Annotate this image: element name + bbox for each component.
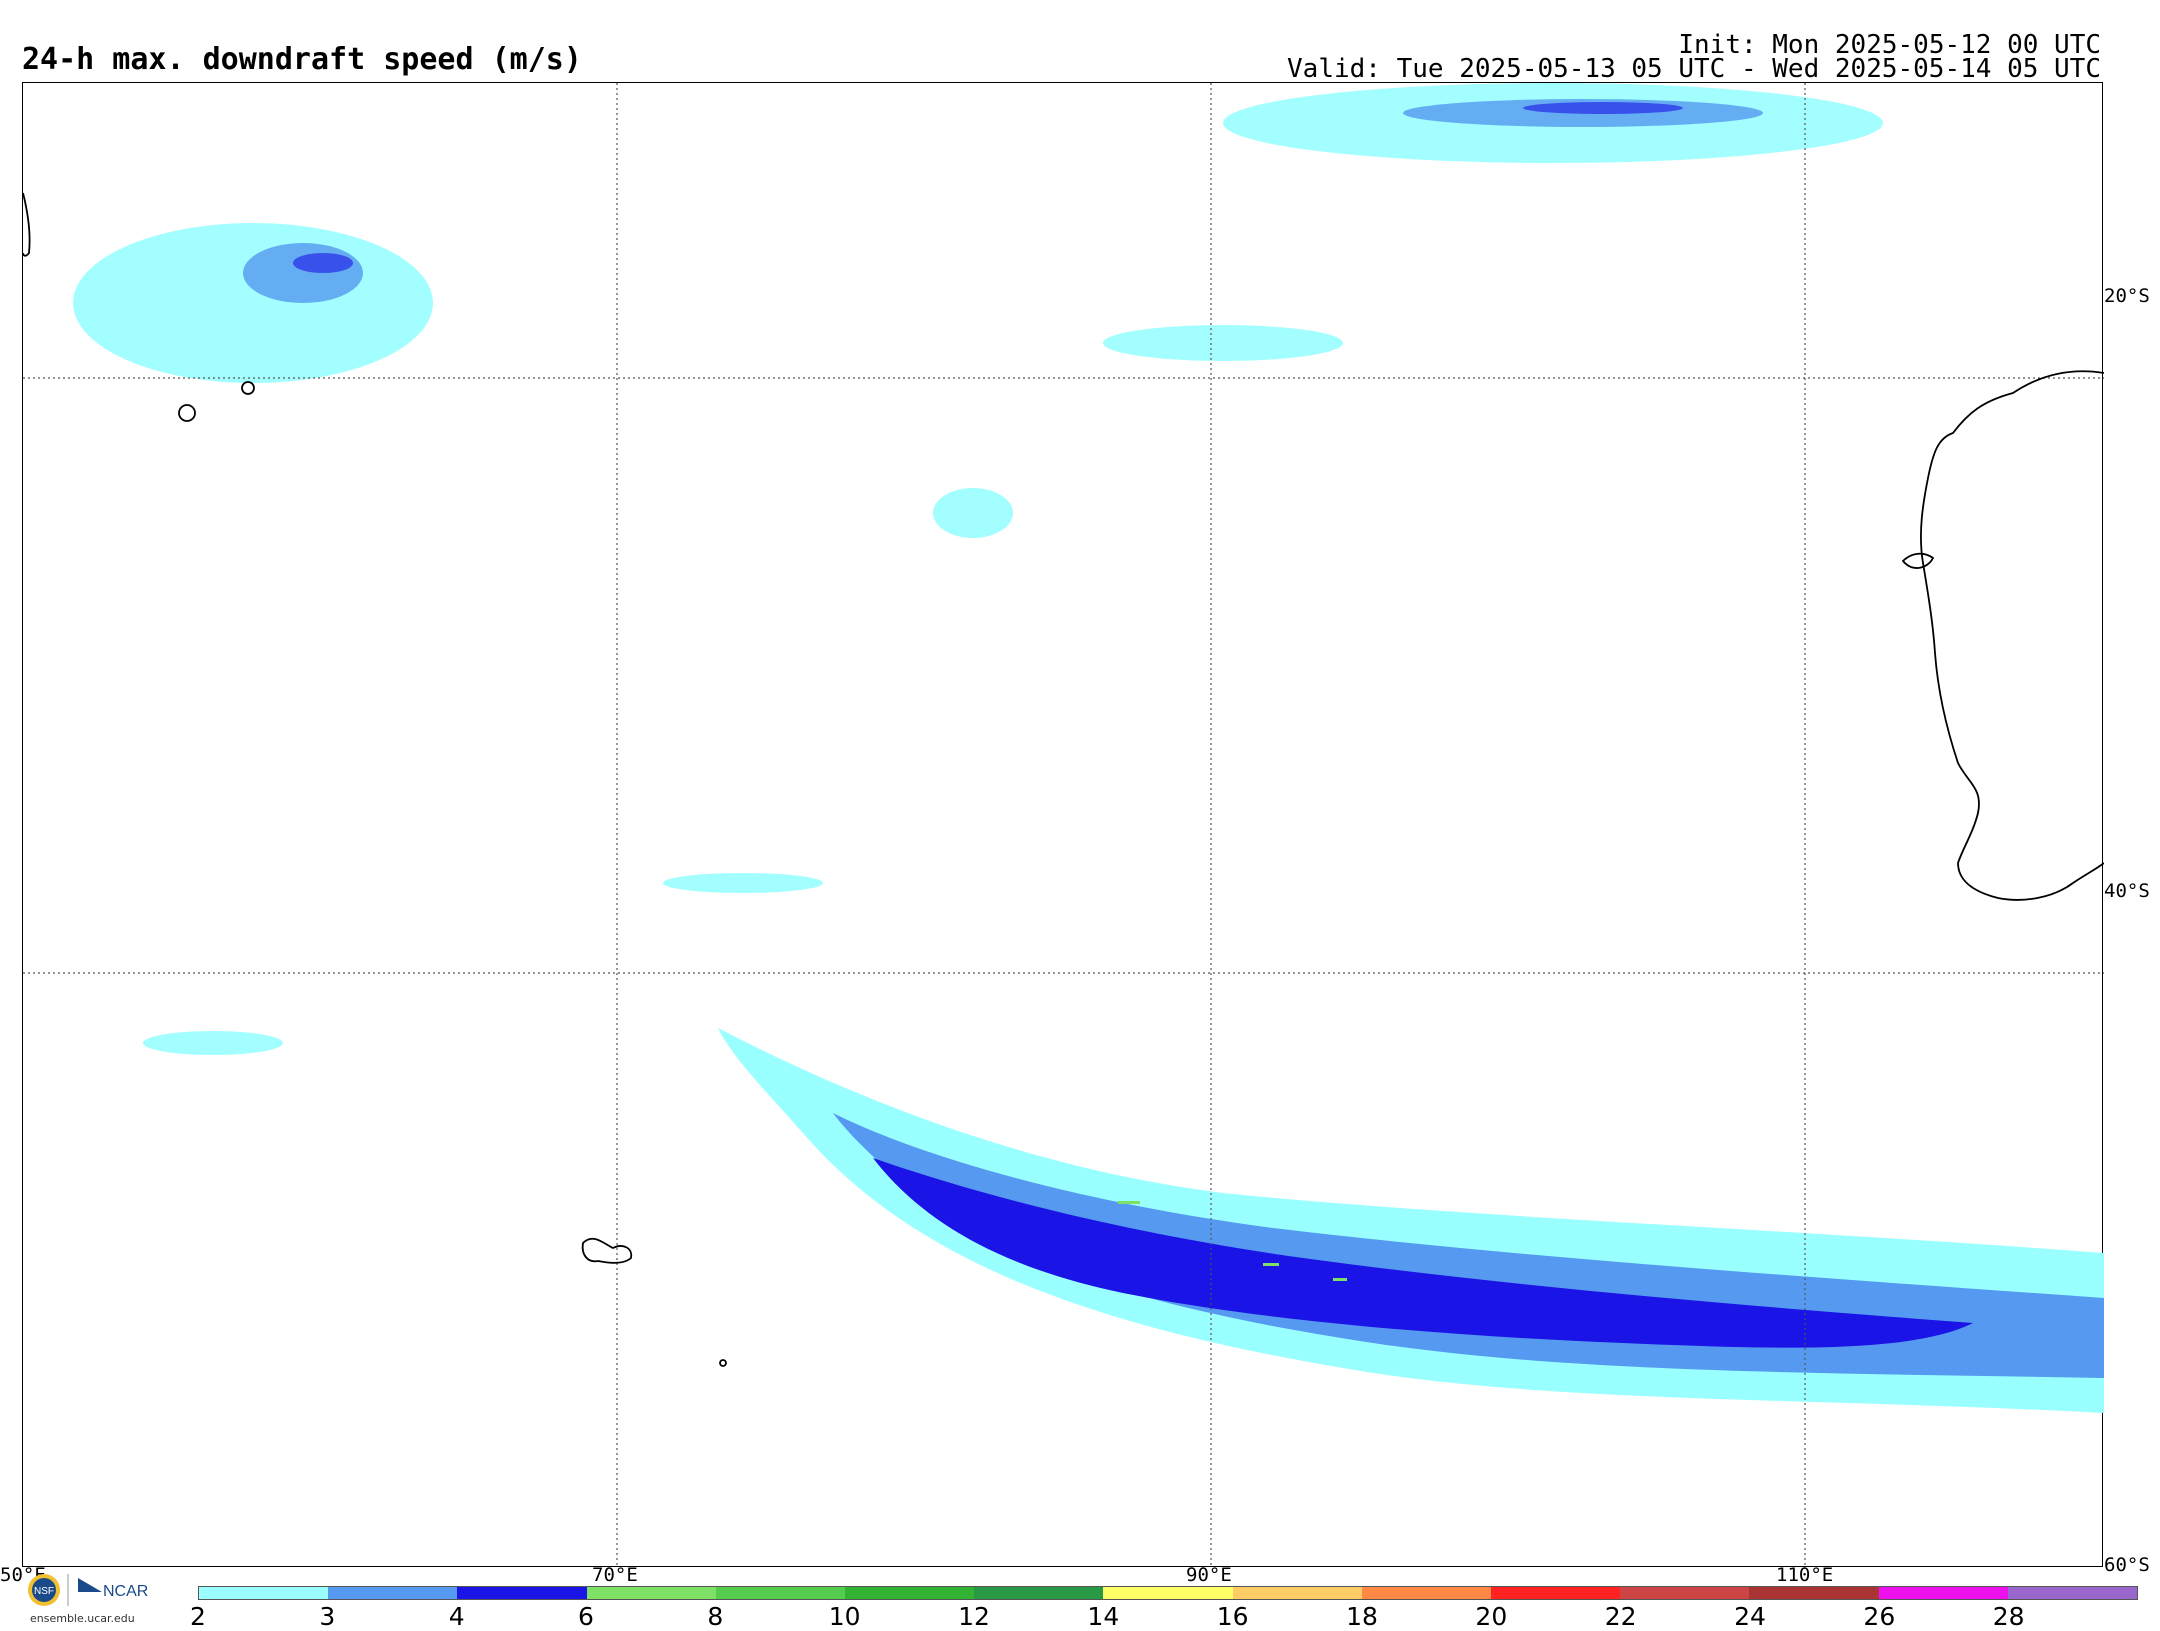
australia-coast xyxy=(1920,370,2104,901)
colorbar-segment xyxy=(457,1587,587,1599)
colorbar-tick-label: 18 xyxy=(1346,1602,1378,1631)
colorbar-segment xyxy=(1620,1587,1750,1599)
lat-label-20s: 20°S xyxy=(2104,285,2150,307)
colorbar-segment xyxy=(586,1587,716,1599)
graticule xyxy=(23,83,2104,1568)
coastlines xyxy=(23,192,2104,1367)
colorbar-tick-label: 2 xyxy=(190,1602,206,1631)
valid-time: Valid: Tue 2025-05-13 05 UTC - Wed 2025-… xyxy=(1287,54,2101,84)
colorbar xyxy=(198,1586,2138,1600)
colorbar-segment xyxy=(845,1587,975,1599)
site-url: ensemble.ucar.edu xyxy=(30,1612,135,1625)
colorbar-segment xyxy=(199,1587,329,1599)
colorbar-tick-label: 4 xyxy=(448,1602,465,1631)
colorbar-tick-label: 20 xyxy=(1475,1602,1508,1631)
colorbar-segment xyxy=(1491,1587,1621,1599)
colorbar-tick-label: 12 xyxy=(958,1602,990,1631)
colorbar-tick-label: 8 xyxy=(707,1602,724,1631)
colorbar-tick-label: 6 xyxy=(578,1602,594,1631)
colorbar-tick-label: 26 xyxy=(1863,1602,1896,1631)
map-canvas xyxy=(23,83,2104,1568)
scattered-features xyxy=(73,83,1883,1055)
lon-label-110e: 110°E xyxy=(1776,1564,1834,1586)
downdraft-band-core xyxy=(873,1158,1973,1348)
svg-text:NSF: NSF xyxy=(34,1586,54,1597)
map-panel xyxy=(22,82,2104,1568)
map-title: 24-h max. downdraft speed (m/s) xyxy=(22,42,582,77)
org-label: NCAR xyxy=(103,1583,148,1600)
colorbar-segment xyxy=(328,1587,458,1599)
colorbar-segment xyxy=(1103,1587,1233,1599)
colorbar-tick-label: 28 xyxy=(1992,1602,2025,1631)
downdraft-peaks xyxy=(1118,1201,1347,1281)
colorbar-segment xyxy=(1878,1587,2008,1599)
kerguelen-island xyxy=(581,1237,633,1264)
nsf-ncar-logo: NSF NCAR xyxy=(22,1572,172,1626)
colorbar-segment xyxy=(2007,1587,2138,1599)
colorbar-tick-label: 10 xyxy=(828,1602,861,1631)
colorbar-tick-label: 24 xyxy=(1734,1602,1766,1631)
lon-label-90e: 90°E xyxy=(1186,1564,1232,1586)
lat-label-60s: 60°S xyxy=(2104,1554,2150,1576)
colorbar-tick-label: 22 xyxy=(1604,1602,1637,1631)
colorbar-segment xyxy=(974,1587,1104,1599)
colorbar-tick-label: 14 xyxy=(1087,1602,1120,1631)
lon-label-70e: 70°E xyxy=(592,1564,638,1586)
lat-label-40s: 40°S xyxy=(2104,880,2150,902)
colorbar-tick-label: 3 xyxy=(319,1602,336,1631)
colorbar-segment xyxy=(715,1587,846,1599)
init-time: Init: Mon 2025-05-12 00 UTC xyxy=(1678,30,2101,60)
colorbar-segment xyxy=(1749,1587,1879,1599)
colorbar-segment xyxy=(1361,1587,1492,1599)
colorbar-tick-label: 16 xyxy=(1216,1602,1249,1631)
colorbar-segment xyxy=(1232,1587,1362,1599)
